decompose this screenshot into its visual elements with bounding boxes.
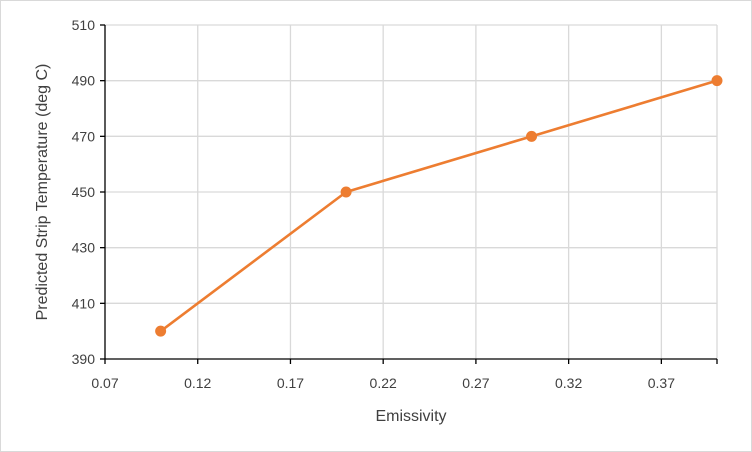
data-point <box>526 130 538 142</box>
y-tick-label: 510 <box>72 17 96 33</box>
x-tick-label: 0.12 <box>184 375 211 391</box>
x-tick-label: 0.32 <box>555 375 582 391</box>
y-tick-label: 490 <box>72 73 96 89</box>
series <box>155 75 723 337</box>
gridlines <box>105 24 718 359</box>
y-tick-labels: 390 410 430 450 470 490 510 <box>72 17 96 367</box>
x-tick-labels: 0.07 0.12 0.17 0.22 0.27 0.32 0.37 <box>91 375 675 391</box>
y-tick-label: 430 <box>72 240 96 256</box>
x-tick-label: 0.37 <box>648 375 675 391</box>
y-tick-label: 470 <box>72 128 96 144</box>
series-line <box>159 79 718 333</box>
y-tick-label: 390 <box>72 351 96 367</box>
y-tick-label: 410 <box>72 295 96 311</box>
x-tick-label: 0.07 <box>91 375 118 391</box>
x-tick-label: 0.22 <box>370 375 397 391</box>
y-tick-label: 450 <box>72 184 96 200</box>
data-point <box>340 186 352 198</box>
x-tick-label: 0.17 <box>277 375 304 391</box>
y-axis-title: Predicted Strip Temperature (deg C) <box>34 64 51 321</box>
data-point <box>711 75 723 87</box>
axes <box>100 24 718 364</box>
data-point <box>155 325 167 337</box>
x-tick-label: 0.27 <box>462 375 489 391</box>
x-axis-title: Emissivity <box>375 408 446 425</box>
